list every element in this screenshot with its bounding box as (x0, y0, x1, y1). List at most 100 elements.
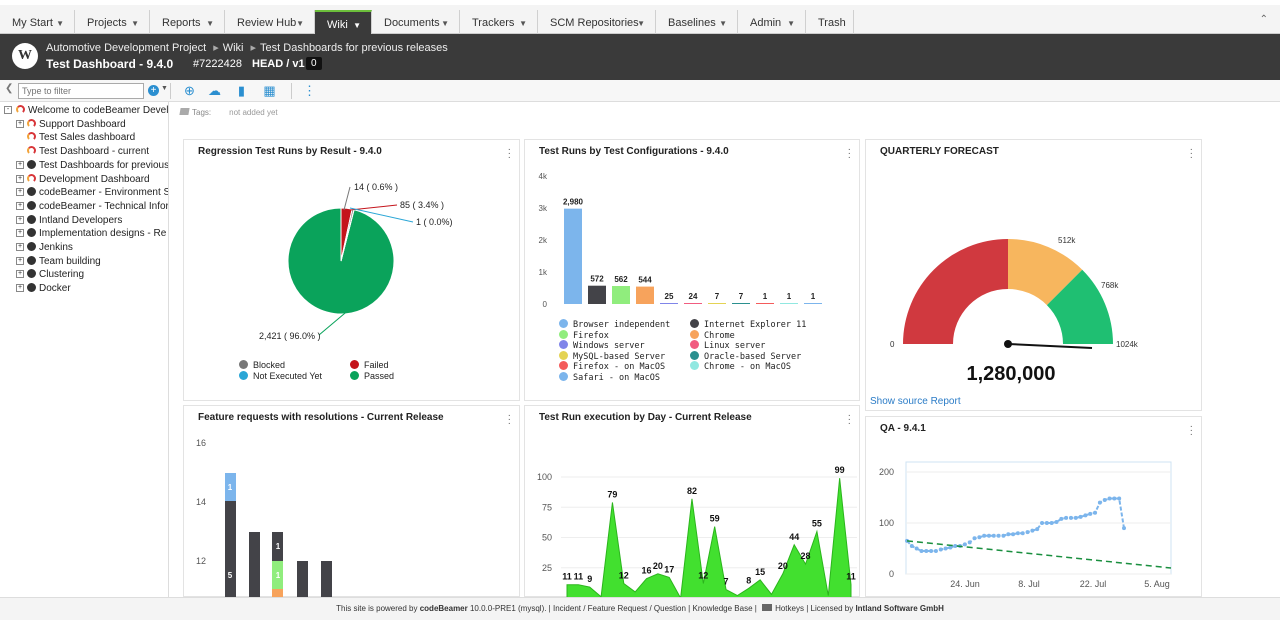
tags-value[interactable]: not added yet (229, 108, 278, 117)
chevron-down-icon[interactable]: ▼ (787, 19, 795, 28)
legend-item[interactable]: Chrome (690, 329, 735, 341)
chevron-down-icon[interactable]: ▼ (296, 19, 304, 28)
nav-tab-documents[interactable]: Documents ▼ (372, 10, 460, 39)
area-series[interactable] (566, 478, 852, 598)
line-point[interactable] (1107, 496, 1112, 501)
stacked-bar-segment[interactable] (297, 561, 308, 598)
line-point[interactable] (1011, 532, 1016, 537)
line-point[interactable] (1073, 515, 1078, 520)
expand-icon[interactable]: + (16, 270, 24, 279)
chevron-down-icon[interactable]: ▼ (131, 19, 139, 28)
stacked-bar-segment[interactable] (272, 589, 283, 598)
line-point[interactable] (1040, 521, 1045, 525)
chevron-down-icon[interactable]: ▼ (637, 19, 645, 28)
expand-icon[interactable]: + (16, 215, 24, 224)
tree-item[interactable]: + Implementation designs - Re (16, 227, 166, 240)
line-point[interactable] (1064, 515, 1069, 520)
line-point[interactable] (933, 549, 938, 554)
stacked-bar-segment[interactable] (225, 501, 236, 598)
nav-tab-review-hub[interactable]: Review Hub ▼ (225, 10, 315, 39)
widget-menu-icon[interactable]: · · · (1189, 421, 1193, 440)
tree-item[interactable]: + Development Dashboard (16, 173, 150, 186)
collapse-icon[interactable]: - (4, 106, 12, 114)
expand-icon[interactable]: + (16, 229, 24, 238)
bar[interactable] (756, 303, 774, 304)
bar[interactable] (804, 303, 822, 304)
legend-item-failed[interactable]: Failed (350, 360, 389, 370)
line-point[interactable] (972, 536, 977, 541)
page-id[interactable]: #7222428 (193, 58, 242, 70)
chevron-down-icon[interactable]: ▼ (719, 19, 727, 28)
footer-product[interactable]: codeBeamer (419, 604, 468, 613)
line-point[interactable] (1088, 511, 1093, 516)
legend-item[interactable]: Windows server (559, 340, 645, 351)
line-point[interactable] (986, 533, 991, 538)
line-point[interactable] (1068, 515, 1073, 520)
line-point[interactable] (1001, 533, 1006, 538)
chevron-down-icon[interactable]: ▼ (353, 21, 361, 30)
legend-item[interactable]: Firefox - on MacOS (559, 361, 665, 372)
bar[interactable] (732, 303, 750, 304)
legend-item-blocked[interactable]: Blocked (239, 360, 285, 370)
line-point[interactable] (1044, 521, 1049, 525)
widget-menu-icon[interactable]: · · · (507, 410, 511, 429)
chart-add-icon[interactable]: ▮ (237, 83, 246, 98)
widget-menu-icon[interactable]: · · · (847, 144, 851, 163)
stacked-bar-segment[interactable] (321, 561, 332, 598)
collapse-tree-icon[interactable]: ❮ (5, 83, 14, 94)
line-point[interactable] (1122, 526, 1126, 531)
revision-label[interactable]: HEAD / v1 (252, 58, 305, 70)
chevron-down-icon[interactable]: ▼ (56, 19, 64, 28)
line-point[interactable] (938, 547, 943, 552)
line-point[interactable] (1093, 510, 1098, 515)
line-point[interactable] (948, 545, 953, 550)
stacked-bar-segment[interactable] (272, 561, 283, 589)
legend-item[interactable]: Safari - on MacOS (559, 371, 660, 383)
tree-filter-input[interactable] (18, 83, 144, 99)
line-point[interactable] (1035, 527, 1040, 532)
tree-item[interactable]: + codeBeamer - Environment S (16, 186, 168, 199)
line-point[interactable] (905, 538, 909, 543)
line-point[interactable] (991, 533, 996, 538)
line-point[interactable] (924, 549, 929, 554)
breadcrumb-page[interactable]: Test Dashboards for previous releases (260, 42, 448, 54)
line-point[interactable] (977, 535, 982, 540)
bar[interactable] (564, 208, 582, 304)
legend-item-not-executed-yet[interactable]: Not Executed Yet (239, 371, 322, 381)
stacked-bar-segment[interactable] (225, 473, 236, 501)
widget-menu-icon[interactable]: · · · (847, 410, 851, 429)
breadcrumb-project[interactable]: Automotive Development Project (46, 42, 207, 54)
expand-icon[interactable]: + (16, 201, 24, 210)
bar[interactable] (780, 303, 798, 304)
tree-item[interactable]: + Team building (16, 255, 101, 268)
nav-tab-admin[interactable]: Admin ▼ (738, 10, 806, 39)
nav-tab-projects[interactable]: Projects ▼ (75, 10, 150, 39)
line-point[interactable] (1049, 521, 1054, 525)
legend-item[interactable]: Oracle-based Server (690, 350, 801, 362)
line-point[interactable] (982, 533, 987, 538)
chevron-down-icon[interactable]: ▼ (206, 19, 214, 28)
line-series-trend[interactable] (906, 540, 1172, 569)
line-point[interactable] (914, 546, 919, 551)
legend-item[interactable]: MySQL-based Server (559, 350, 665, 362)
chevron-down-icon[interactable]: ▼ (519, 19, 527, 28)
tree-item[interactable]: + Support Dashboard (16, 118, 126, 131)
add-filter-icon[interactable]: + (148, 85, 159, 96)
bar[interactable] (636, 286, 654, 304)
tree-item[interactable]: Test Sales dashboard (16, 131, 135, 144)
bar[interactable] (684, 303, 702, 304)
line-point[interactable] (1054, 519, 1059, 524)
line-point[interactable] (929, 549, 934, 554)
chevron-up-icon[interactable]: ⌃ (1259, 14, 1268, 25)
line-point[interactable] (996, 533, 1001, 538)
bar[interactable] (588, 285, 606, 304)
line-point[interactable] (953, 543, 958, 548)
footer-link-incident[interactable]: Incident / Feature Request / Question (552, 604, 686, 613)
stacked-bar-segment[interactable] (272, 532, 283, 561)
chevron-down-icon[interactable]: ▼ (161, 85, 168, 92)
bar[interactable] (660, 303, 678, 304)
bar[interactable] (612, 286, 630, 304)
tree-item[interactable]: + codeBeamer - Technical Infor (16, 200, 168, 213)
line-point[interactable] (919, 549, 924, 554)
line-point[interactable] (962, 542, 967, 547)
